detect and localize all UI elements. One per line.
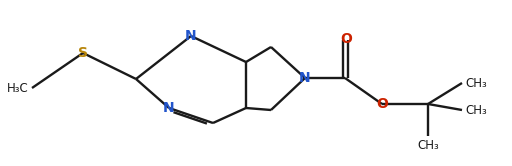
Text: H₃C: H₃C [7, 82, 29, 94]
Text: CH₃: CH₃ [465, 77, 487, 89]
Text: CH₃: CH₃ [417, 139, 439, 152]
Text: O: O [376, 97, 388, 111]
Text: N: N [185, 29, 197, 43]
Text: O: O [340, 32, 352, 46]
Text: CH₃: CH₃ [465, 103, 487, 117]
Text: N: N [163, 101, 175, 115]
Text: N: N [299, 71, 311, 85]
Text: S: S [78, 46, 88, 60]
